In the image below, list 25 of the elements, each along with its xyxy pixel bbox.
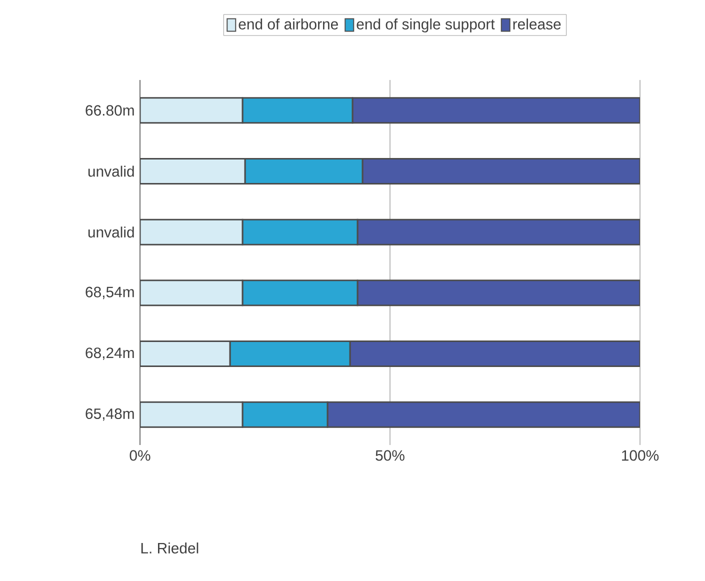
bar (326, 401, 640, 428)
y-tick-label: 68,24m (86, 348, 134, 360)
bar (140, 218, 244, 246)
y-tick-label: 66.80m (86, 105, 134, 116)
y-tick-label: 68,54m (86, 286, 134, 300)
bar (140, 158, 246, 184)
y-tick-label: 65,48m (86, 408, 134, 421)
y-tick-label: unvalid (88, 226, 134, 238)
legend-label: end of airborne (238, 18, 338, 30)
legend-label: release (513, 18, 561, 30)
bar (349, 340, 640, 368)
bar (362, 158, 640, 184)
bar (140, 340, 231, 368)
x-tick-label: 100% (622, 450, 659, 461)
x-tick-label: 50% (376, 450, 404, 461)
x-tick-label: 0% (130, 450, 150, 461)
text: L. Riedel (141, 542, 198, 554)
bar (140, 280, 244, 306)
y-tick-label: unvalid (88, 166, 134, 177)
bar (356, 280, 640, 306)
bar (352, 97, 640, 124)
legend-label: end of single support (356, 18, 495, 32)
bar (356, 218, 640, 246)
bar (140, 97, 244, 124)
bar (140, 401, 244, 428)
